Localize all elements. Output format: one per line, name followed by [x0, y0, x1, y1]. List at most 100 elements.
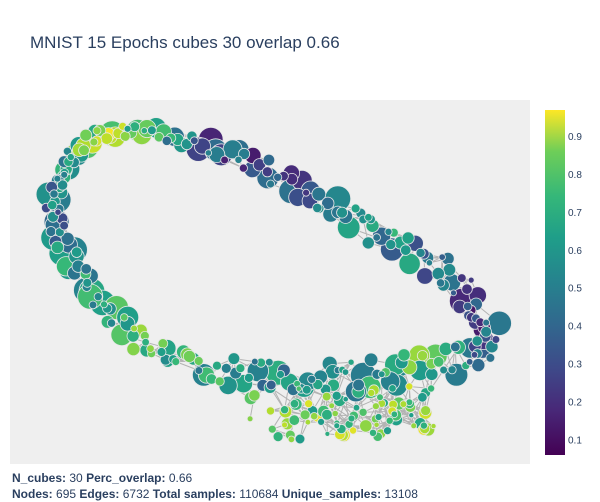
graph-node[interactable] [468, 277, 474, 283]
graph-node[interactable] [195, 367, 203, 375]
graph-node[interactable] [426, 260, 432, 266]
graph-node[interactable] [274, 173, 282, 181]
graph-node[interactable] [337, 207, 348, 218]
graph-node[interactable] [89, 301, 97, 309]
graph-node[interactable] [71, 247, 82, 258]
graph-node[interactable] [120, 131, 130, 141]
graph-node[interactable] [343, 397, 348, 402]
graph-node[interactable] [300, 410, 310, 420]
graph-node[interactable] [439, 254, 446, 261]
graph-node[interactable] [302, 385, 311, 394]
graph-node[interactable] [282, 422, 288, 428]
graph-node[interactable] [400, 245, 411, 256]
graph-node[interactable] [471, 352, 478, 359]
graph-node[interactable] [311, 413, 318, 420]
graph-node[interactable] [190, 137, 198, 145]
graph-node[interactable] [417, 351, 427, 361]
graph-node[interactable] [322, 392, 331, 401]
graph-node[interactable] [377, 394, 384, 401]
graph-node[interactable] [266, 407, 274, 415]
graph-node[interactable] [266, 380, 276, 390]
graph-node[interactable] [433, 357, 444, 368]
graph-node[interactable] [348, 359, 354, 365]
graph-node[interactable] [221, 156, 229, 164]
graph-node[interactable] [457, 274, 466, 283]
graph-node[interactable] [428, 385, 435, 392]
graph-node[interactable] [350, 427, 357, 434]
graph-node[interactable] [172, 358, 180, 366]
graph-node[interactable] [296, 386, 301, 391]
graph-node[interactable] [462, 284, 473, 295]
graph-node[interactable] [236, 364, 245, 373]
graph-node[interactable] [359, 408, 367, 416]
graph-node[interactable] [448, 366, 456, 374]
graph-node[interactable] [481, 326, 492, 337]
graph-node[interactable] [416, 248, 425, 257]
graph-node[interactable] [46, 227, 56, 237]
graph-node[interactable] [281, 406, 289, 414]
graph-node[interactable] [50, 190, 58, 198]
graph-node[interactable] [81, 264, 92, 275]
graph-node[interactable] [492, 336, 500, 344]
graph-node[interactable] [120, 314, 128, 322]
graph-node[interactable] [322, 409, 333, 420]
graph-node[interactable] [325, 431, 330, 436]
graph-node[interactable] [90, 138, 98, 146]
graph-node[interactable] [364, 353, 378, 367]
graph-node[interactable] [51, 241, 64, 254]
graph-node[interactable] [466, 359, 473, 366]
graph-node[interactable] [141, 128, 147, 134]
graph-node[interactable] [308, 375, 316, 383]
graph-node[interactable] [375, 414, 382, 421]
graph-node[interactable] [158, 339, 168, 349]
graph-node[interactable] [239, 164, 247, 172]
graph-node[interactable] [55, 209, 61, 215]
graph-node[interactable] [101, 133, 113, 145]
graph-node[interactable] [83, 278, 92, 287]
graph-node[interactable] [162, 136, 171, 145]
graph-node[interactable] [205, 150, 211, 156]
graph-node[interactable] [94, 293, 102, 301]
graph-node[interactable] [440, 366, 448, 374]
graph-node[interactable] [215, 377, 224, 386]
graph-node[interactable] [421, 406, 431, 416]
graph-node[interactable] [351, 204, 360, 213]
graph-node[interactable] [213, 361, 222, 370]
graph-node[interactable] [450, 342, 460, 352]
graph-node[interactable] [353, 379, 365, 391]
graph-node[interactable] [147, 345, 155, 353]
graph-node[interactable] [384, 427, 392, 435]
graph-node[interactable] [332, 410, 338, 416]
graph-node[interactable] [443, 264, 456, 277]
graph-node[interactable] [303, 189, 310, 196]
graph-node[interactable] [374, 422, 379, 427]
graph-node[interactable] [391, 411, 398, 418]
graph-node[interactable] [386, 240, 396, 250]
graph-node[interactable] [61, 171, 68, 178]
graph-node[interactable] [400, 401, 407, 408]
graph-node[interactable] [93, 127, 101, 135]
graph-node[interactable] [332, 391, 341, 400]
graph-node[interactable] [194, 357, 203, 366]
graph-node[interactable] [235, 156, 242, 163]
graph-node[interactable] [402, 232, 414, 244]
graph-node[interactable] [373, 234, 381, 242]
graph-node[interactable] [183, 350, 195, 362]
graph-node[interactable] [406, 383, 413, 390]
graph-node[interactable] [221, 363, 231, 373]
graph-node[interactable] [101, 301, 108, 308]
graph-node[interactable] [289, 415, 300, 426]
graph-node[interactable] [107, 319, 115, 327]
graph-node[interactable] [80, 129, 92, 141]
graph-node[interactable] [142, 338, 150, 346]
graph-node[interactable] [420, 422, 427, 429]
graph-node[interactable] [472, 336, 482, 346]
graph-node[interactable] [318, 418, 325, 425]
graph-node[interactable] [486, 354, 495, 363]
graph-node[interactable] [265, 358, 273, 366]
graph-node[interactable] [54, 175, 61, 182]
graph-node[interactable] [267, 180, 275, 188]
graph-node[interactable] [362, 237, 374, 249]
graph-node[interactable] [353, 404, 360, 411]
graph-node[interactable] [67, 154, 74, 161]
